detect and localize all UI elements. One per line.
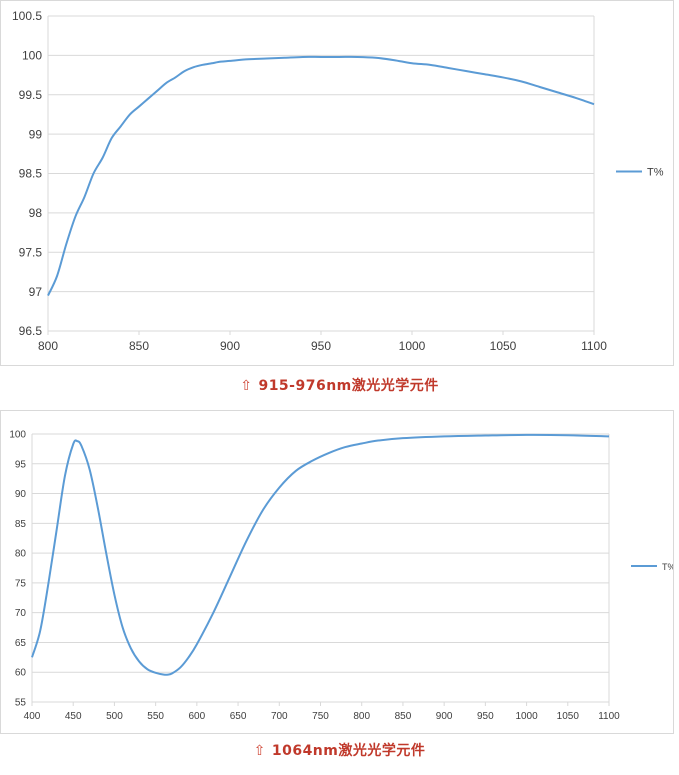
y-tick-label: 100 [9,430,26,441]
x-tick-label: 450 [65,711,82,722]
x-tick-label: 1050 [490,339,517,353]
x-tick-label: 1050 [557,711,580,722]
x-tick-label: 1000 [399,339,426,353]
y-tick-label: 60 [15,668,27,679]
caption-2: ⇧ 1064nm激光光学元件 [0,740,679,760]
chart-panel-2: 55 60 65 70 75 80 85 90 95 100 400 450 500 550 600 650 7… [0,410,679,734]
chart-panel-1: 96.5 97 97.5 98 98.5 99 99.5 100 100.5 800 850 900 9… [0,0,679,372]
y-tick-label: 70 [15,608,27,619]
arrow-up-icon: ⇧ [253,743,266,759]
x-tick-label: 950 [477,711,494,722]
arrow-up-icon: ⇧ [240,378,253,394]
y-tick-label: 85 [15,519,27,530]
legend-label: T% [662,562,673,572]
y-tick-label: 96.5 [19,324,43,338]
y-tick-label: 98.5 [19,167,43,181]
y-tick-label: 98 [29,206,43,220]
x-tick-label: 550 [147,711,164,722]
x-tick-label: 600 [189,711,206,722]
y-tick-label: 55 [15,698,27,709]
caption-1: ⇧ 915-976nm激光光学元件 [0,375,679,395]
x-tick-label: 900 [436,711,453,722]
chart-1-frame: 96.5 97 97.5 98 98.5 99 99.5 100 100.5 800 850 900 9… [0,0,674,366]
x-tick-label: 850 [129,339,149,353]
y-tick-label: 100.5 [12,9,42,23]
x-tick-label: 900 [220,339,240,353]
legend-label: T% [647,167,664,179]
x-tick-label: 1100 [581,339,607,353]
y-tick-label: 80 [15,549,27,560]
caption-2-text: 1064nm激光光学元件 [271,743,426,759]
y-tick-label: 65 [15,638,27,649]
x-tick-label: 650 [230,711,247,722]
x-tick-label: 800 [38,339,58,353]
y-tick-label: 97.5 [19,245,43,259]
chart-2-svg: 55 60 65 70 75 80 85 90 95 100 400 450 500 550 600 650 7… [9,430,675,723]
series-line-t-percent [47,55,595,296]
y-tick-label: 97 [29,285,43,299]
chart-2-frame: 55 60 65 70 75 80 85 90 95 100 400 450 500 550 600 650 7… [0,410,676,734]
chart-1-svg: 96.5 97 97.5 98 98.5 99 99.5 100 100.5 800 850 900 9… [12,9,664,353]
caption-1-text: 915-976nm激光光学元件 [258,378,439,394]
x-tick-label: 700 [271,711,288,722]
y-tick-label: 75 [15,578,27,589]
y-tick-label: 90 [15,489,27,500]
x-tick-label: 400 [24,711,41,722]
x-tick-label: 1100 [598,711,620,722]
x-tick-label: 800 [353,711,370,722]
x-tick-label: 750 [312,711,329,722]
y-tick-label: 99 [29,127,43,141]
series-line-t-percent [31,433,610,676]
y-tick-label: 95 [15,459,27,470]
x-tick-label: 850 [395,711,412,722]
x-tick-label: 500 [106,711,123,722]
y-tick-label: 99.5 [19,88,43,102]
y-tick-label: 100 [22,49,42,63]
x-tick-label: 950 [311,339,331,353]
x-tick-label: 1000 [515,711,538,722]
